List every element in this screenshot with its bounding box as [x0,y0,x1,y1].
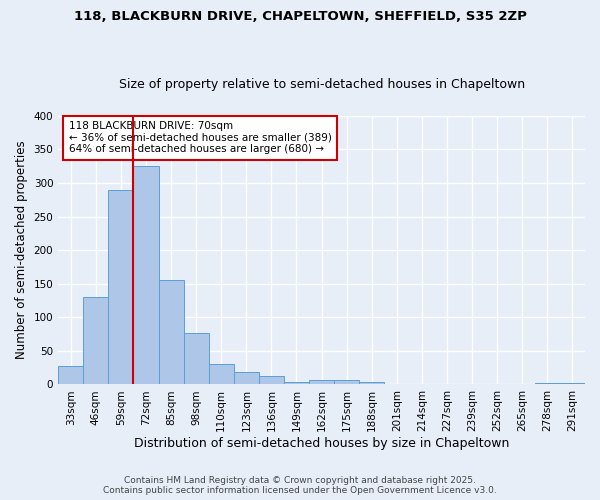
Bar [158,280,184,384]
Bar [284,382,309,384]
Bar [359,382,385,384]
Bar [184,332,209,384]
Text: 118, BLACKBURN DRIVE, CHAPELTOWN, SHEFFIELD, S35 2ZP: 118, BLACKBURN DRIVE, CHAPELTOWN, SHEFFI… [74,10,526,23]
Bar [259,376,284,384]
Bar [334,380,359,384]
Bar [58,366,83,384]
Bar [209,364,234,384]
Y-axis label: Number of semi-detached properties: Number of semi-detached properties [15,141,28,360]
Bar [234,372,259,384]
Text: 118 BLACKBURN DRIVE: 70sqm
← 36% of semi-detached houses are smaller (389)
64% o: 118 BLACKBURN DRIVE: 70sqm ← 36% of semi… [69,121,332,154]
Title: Size of property relative to semi-detached houses in Chapeltown: Size of property relative to semi-detach… [119,78,524,91]
Bar [109,190,133,384]
Bar [133,166,158,384]
Bar [83,297,109,384]
X-axis label: Distribution of semi-detached houses by size in Chapeltown: Distribution of semi-detached houses by … [134,437,509,450]
Bar [535,383,560,384]
Bar [560,383,585,384]
Bar [309,380,334,384]
Text: Contains HM Land Registry data © Crown copyright and database right 2025.
Contai: Contains HM Land Registry data © Crown c… [103,476,497,495]
